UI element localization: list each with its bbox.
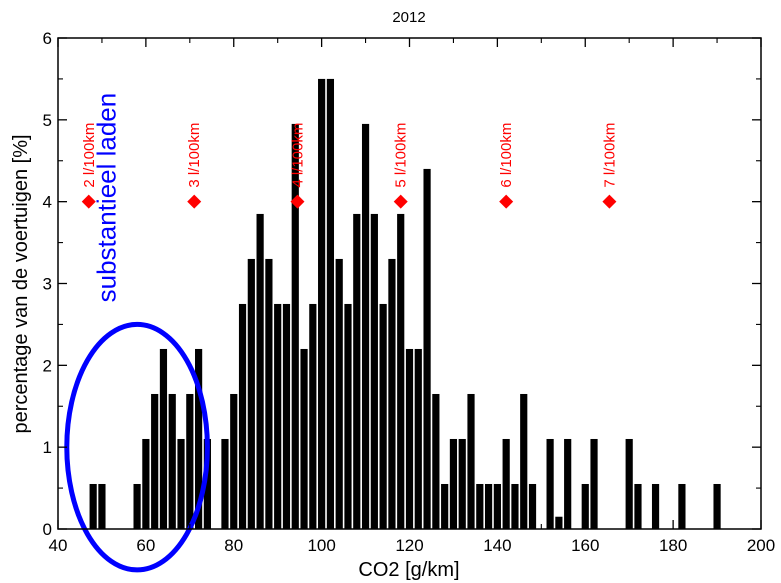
histogram-bar bbox=[344, 303, 352, 529]
x-tick-label: 40 bbox=[49, 536, 68, 555]
fuel-marker-label: 4 l/100km bbox=[289, 123, 306, 188]
histogram-bar bbox=[432, 393, 440, 529]
histogram-bar bbox=[449, 438, 458, 529]
histogram-bar bbox=[634, 483, 642, 529]
fuel-consumption-markers: 2 l/100km 3 l/100km 4 l/100km 5 l/100km 6 l/… bbox=[81, 123, 618, 209]
histogram-bars bbox=[89, 78, 721, 530]
histogram-bar bbox=[256, 213, 264, 529]
histogram-bar bbox=[318, 78, 326, 530]
histogram-bar bbox=[555, 516, 563, 529]
fuel-marker bbox=[187, 194, 202, 209]
histogram-bar bbox=[476, 483, 484, 529]
histogram-bar bbox=[300, 348, 308, 529]
histogram-bar bbox=[625, 438, 633, 529]
histogram-bar bbox=[282, 303, 291, 529]
histogram-bar bbox=[484, 483, 493, 529]
x-tick-label: 140 bbox=[483, 536, 511, 555]
x-tick-label: 100 bbox=[307, 536, 335, 555]
x-tick-label: 60 bbox=[136, 536, 155, 555]
histogram-bar bbox=[370, 213, 378, 529]
histogram-bar bbox=[405, 348, 414, 529]
y-axis-title: percentage van de voertuigen [%] bbox=[10, 134, 32, 433]
histogram-bar bbox=[186, 393, 194, 529]
histogram-bar bbox=[159, 348, 168, 529]
fuel-marker-label: 5 l/100km bbox=[393, 123, 410, 188]
histogram-bar bbox=[511, 483, 519, 529]
histogram-bar bbox=[423, 168, 431, 529]
histogram-bar bbox=[414, 348, 422, 529]
y-tick-label: 3 bbox=[43, 275, 52, 294]
histogram-bar bbox=[520, 393, 528, 529]
fuel-marker bbox=[81, 194, 96, 209]
histogram-bar bbox=[353, 213, 361, 529]
histogram-bar bbox=[291, 123, 299, 530]
chart-title: 2012 bbox=[392, 9, 425, 26]
histogram-bar bbox=[151, 393, 159, 529]
histogram-bar bbox=[388, 258, 396, 529]
histogram-bar bbox=[203, 438, 211, 529]
x-tick-label: 120 bbox=[395, 536, 423, 555]
histogram-bar bbox=[528, 483, 537, 529]
annotation-label: substantieel laden bbox=[91, 93, 121, 303]
histogram-bar bbox=[564, 438, 572, 529]
histogram-bar bbox=[326, 78, 335, 530]
histogram-bar bbox=[98, 483, 106, 529]
y-tick-label: 5 bbox=[43, 111, 52, 130]
histogram-bar bbox=[335, 258, 343, 529]
histogram-bar bbox=[590, 438, 598, 529]
histogram-bar bbox=[274, 303, 282, 529]
x-tick-label: 180 bbox=[659, 536, 687, 555]
histogram-bar bbox=[142, 438, 150, 529]
histogram-bar bbox=[467, 393, 475, 529]
y-tick-label: 0 bbox=[43, 520, 52, 539]
fuel-marker bbox=[499, 194, 514, 209]
histogram-bar bbox=[397, 213, 405, 529]
x-tick-label: 160 bbox=[571, 536, 599, 555]
histogram-bar bbox=[168, 393, 176, 529]
histogram-bar bbox=[546, 438, 554, 529]
histogram-bar bbox=[581, 483, 589, 529]
histogram-bar bbox=[230, 393, 238, 529]
histogram-bar bbox=[713, 483, 721, 529]
histogram-bar bbox=[502, 438, 510, 529]
y-tick-label: 1 bbox=[43, 438, 52, 457]
fuel-marker bbox=[393, 194, 408, 209]
fuel-marker bbox=[290, 194, 305, 209]
histogram-bar bbox=[89, 483, 97, 529]
x-tick-label: 200 bbox=[747, 536, 775, 555]
x-tick-label: 80 bbox=[224, 536, 243, 555]
histogram-bar bbox=[441, 483, 449, 529]
histogram-bar bbox=[651, 483, 660, 529]
histogram-bar bbox=[458, 438, 466, 529]
y-tick-label: 2 bbox=[43, 356, 52, 375]
histogram-bar bbox=[195, 348, 203, 529]
fuel-marker bbox=[602, 194, 617, 209]
fuel-marker-label: 2 l/100km bbox=[81, 123, 98, 188]
fuel-marker-label: 7 l/100km bbox=[601, 123, 618, 188]
histogram-bar bbox=[238, 303, 247, 529]
histogram-bar bbox=[361, 123, 370, 530]
histogram-bar bbox=[379, 303, 387, 529]
histogram-bar bbox=[309, 303, 317, 529]
histogram-bar bbox=[177, 438, 185, 529]
y-tick-label: 4 bbox=[43, 193, 52, 212]
y-tick-label: 6 bbox=[43, 29, 52, 48]
fuel-marker-label: 6 l/100km bbox=[498, 123, 515, 188]
x-axis-title: CO2 [g/km] bbox=[358, 559, 459, 581]
histogram-bar bbox=[247, 258, 255, 529]
histogram-bar bbox=[265, 258, 273, 529]
histogram-bar bbox=[133, 483, 141, 529]
fuel-marker-label: 3 l/100km bbox=[186, 123, 203, 188]
axis-ticks: 40 60 80 100 120 140 160 180 200 0 1 2 3 4 5 6 bbox=[43, 29, 776, 555]
histogram-bar bbox=[221, 438, 229, 529]
histogram-bar bbox=[493, 483, 501, 529]
histogram-bar bbox=[678, 483, 686, 529]
